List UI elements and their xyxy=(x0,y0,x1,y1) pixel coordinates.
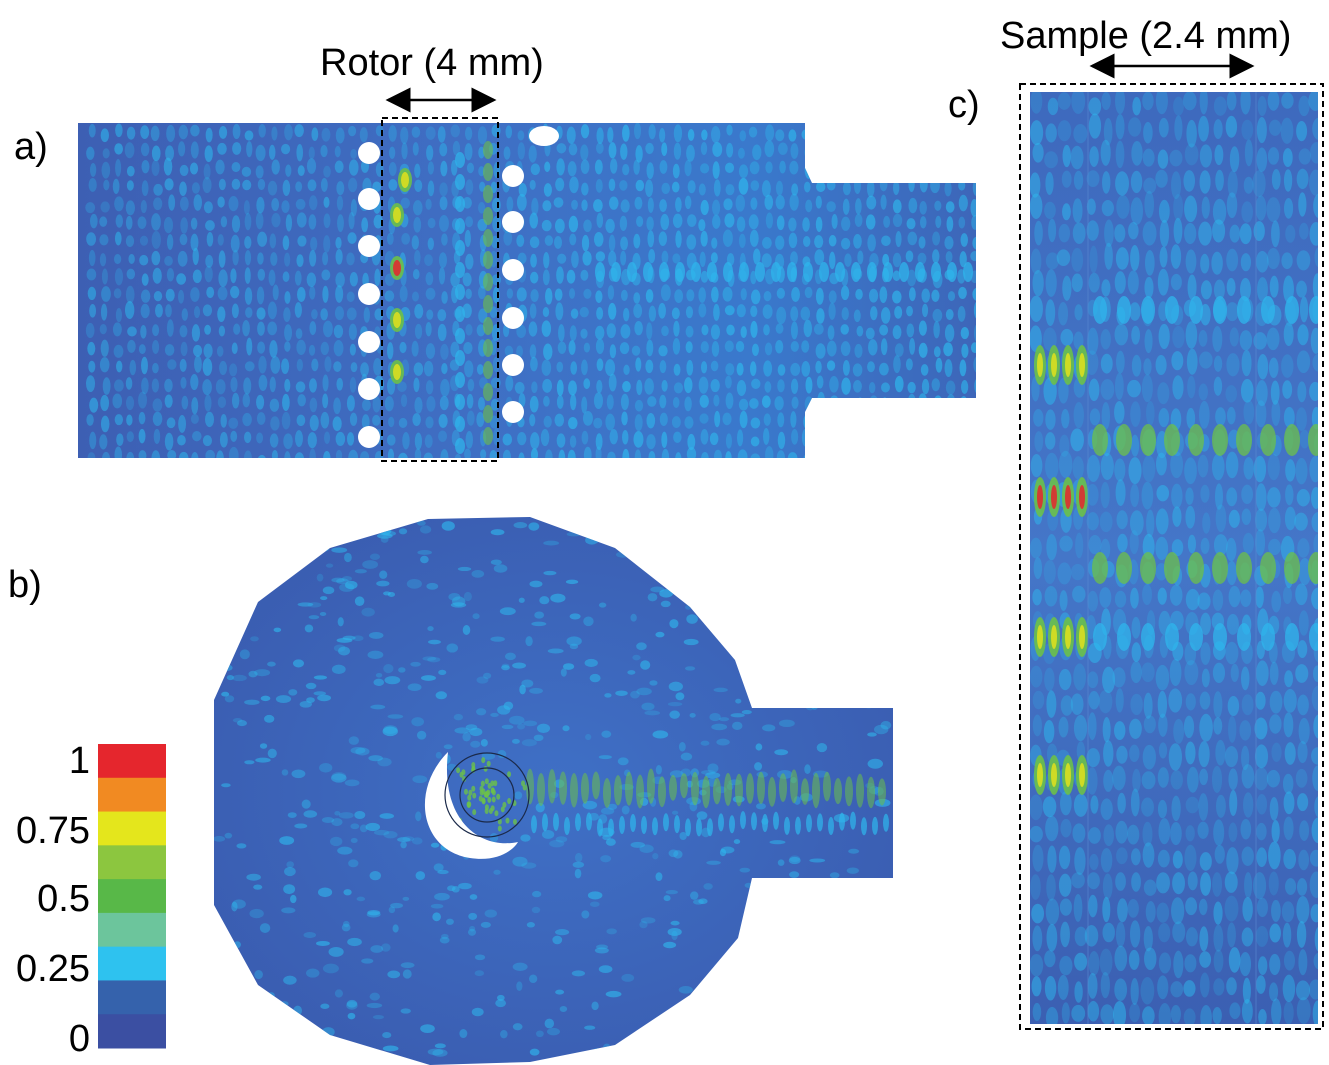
colorbar-swatch xyxy=(98,946,166,981)
panel-a-field xyxy=(78,87,976,462)
rotor-holes-right xyxy=(502,126,559,423)
panel-b-label: b) xyxy=(8,564,42,606)
rotor-outline-outer xyxy=(444,752,530,838)
colorbar-tick-label: 0 xyxy=(68,1018,90,1060)
panel-c-field xyxy=(1019,53,1324,1030)
colorbar-tick-label: 0.25 xyxy=(16,948,90,990)
colorbar-swatch xyxy=(98,845,166,880)
colorbar-swatch xyxy=(98,879,166,914)
sample-dimension-label: Sample (2.4 mm) xyxy=(1000,15,1292,57)
rotor-dimension-label: Rotor (4 mm) xyxy=(320,42,544,84)
colorbar-tick-label: 0.5 xyxy=(37,878,90,920)
colorbar-tick-label: 1 xyxy=(68,740,90,782)
colorbar-swatch xyxy=(98,777,166,813)
colorbar-swatch xyxy=(98,1014,166,1049)
rotor-holes-left xyxy=(358,142,380,448)
colorbar-swatch xyxy=(98,744,166,779)
panel-a-label: a) xyxy=(14,126,48,168)
sample-crescent xyxy=(424,752,518,859)
rotor-outline-inner xyxy=(459,767,515,823)
colorbar xyxy=(98,744,166,1049)
panel-b-field xyxy=(214,517,893,1065)
colorbar-swatch xyxy=(98,912,166,948)
colorbar-swatch xyxy=(98,980,166,1015)
colorbar-tick-label: 0.75 xyxy=(16,810,90,852)
panel-c-label: c) xyxy=(948,84,980,126)
colorbar-swatch xyxy=(98,811,166,846)
sample-dashed-box xyxy=(1019,83,1324,1030)
